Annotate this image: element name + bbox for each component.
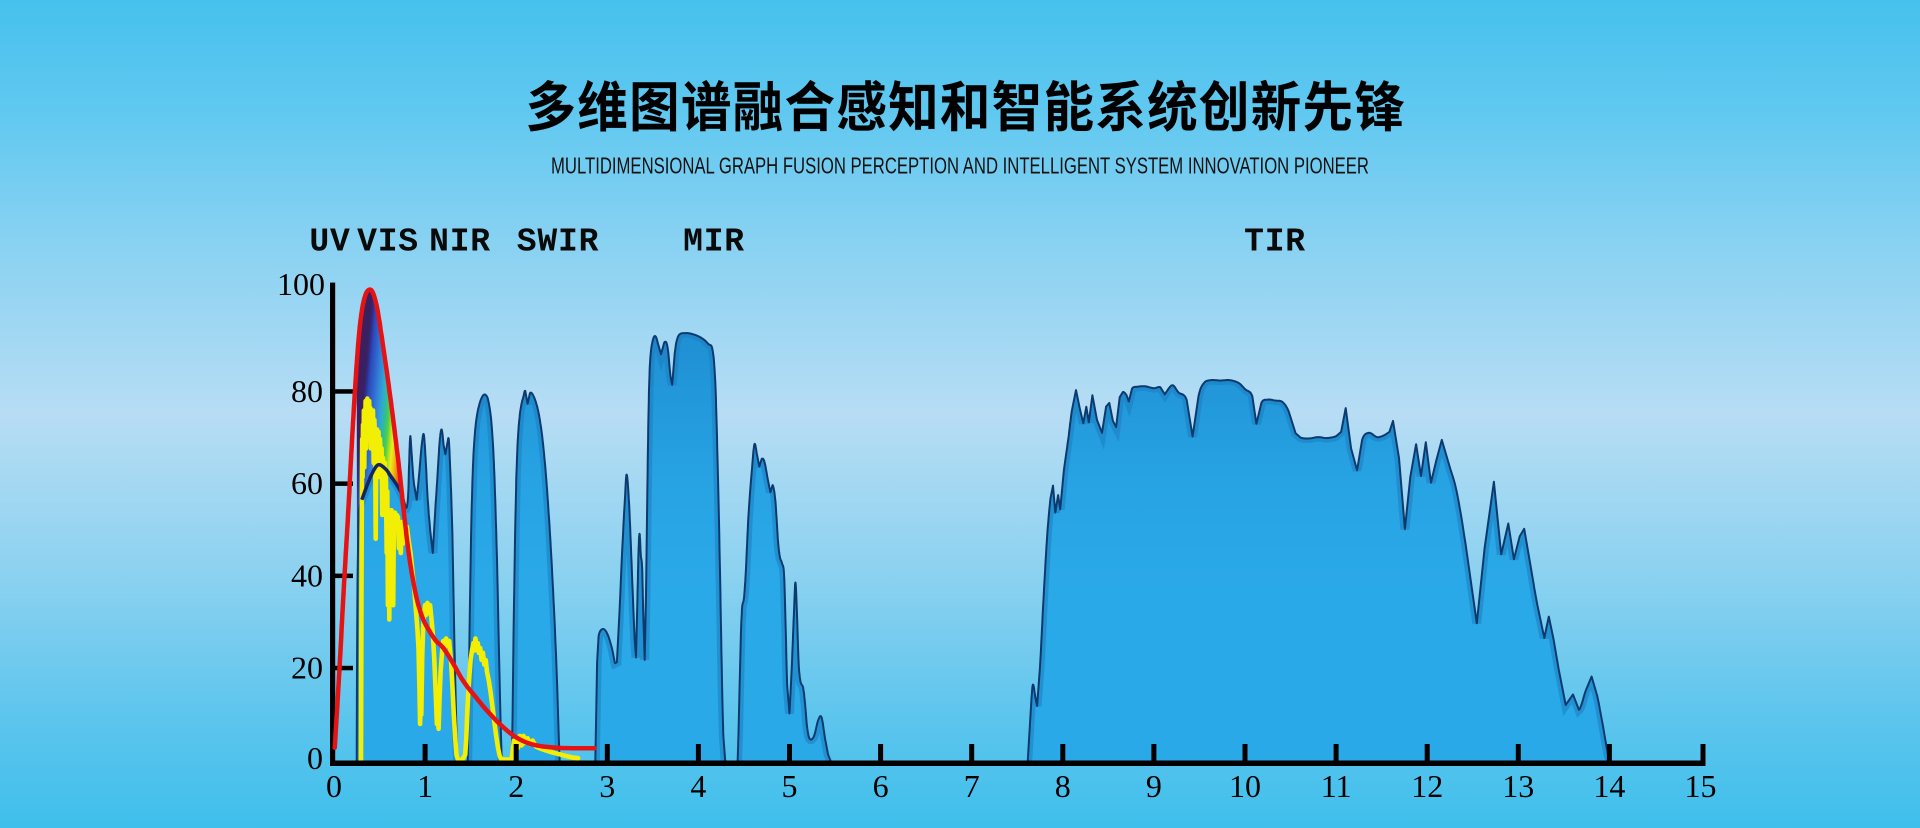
svg-text:SWIR: SWIR (517, 224, 599, 261)
svg-text:NIR: NIR (429, 224, 491, 261)
svg-text:80: 80 (291, 373, 323, 409)
svg-text:5: 5 (782, 768, 798, 804)
svg-text:UV: UV (309, 224, 350, 261)
svg-text:3: 3 (599, 768, 615, 804)
svg-text:8: 8 (1055, 768, 1071, 804)
svg-text:40: 40 (291, 557, 323, 593)
svg-text:0: 0 (326, 768, 342, 804)
svg-text:0: 0 (307, 740, 323, 776)
svg-text:MIR: MIR (683, 224, 745, 261)
svg-text:4: 4 (690, 768, 706, 804)
svg-text:14: 14 (1593, 768, 1625, 804)
svg-text:100: 100 (277, 266, 325, 302)
svg-text:7: 7 (964, 768, 980, 804)
svg-text:12: 12 (1411, 768, 1443, 804)
svg-text:1: 1 (417, 768, 433, 804)
svg-text:10: 10 (1229, 768, 1261, 804)
svg-text:6: 6 (873, 768, 889, 804)
svg-text:13: 13 (1502, 768, 1534, 804)
svg-text:2: 2 (508, 768, 524, 804)
svg-text:11: 11 (1321, 768, 1352, 804)
svg-text:VIS: VIS (357, 224, 419, 261)
svg-text:MULTIDIMENSIONAL GRAPH FUSION: MULTIDIMENSIONAL GRAPH FUSION PERCEPTION… (551, 153, 1369, 179)
svg-text:20: 20 (291, 650, 323, 686)
svg-text:15: 15 (1685, 768, 1717, 804)
svg-text:TIR: TIR (1244, 224, 1306, 261)
svg-text:60: 60 (291, 465, 323, 501)
svg-text:9: 9 (1146, 768, 1162, 804)
